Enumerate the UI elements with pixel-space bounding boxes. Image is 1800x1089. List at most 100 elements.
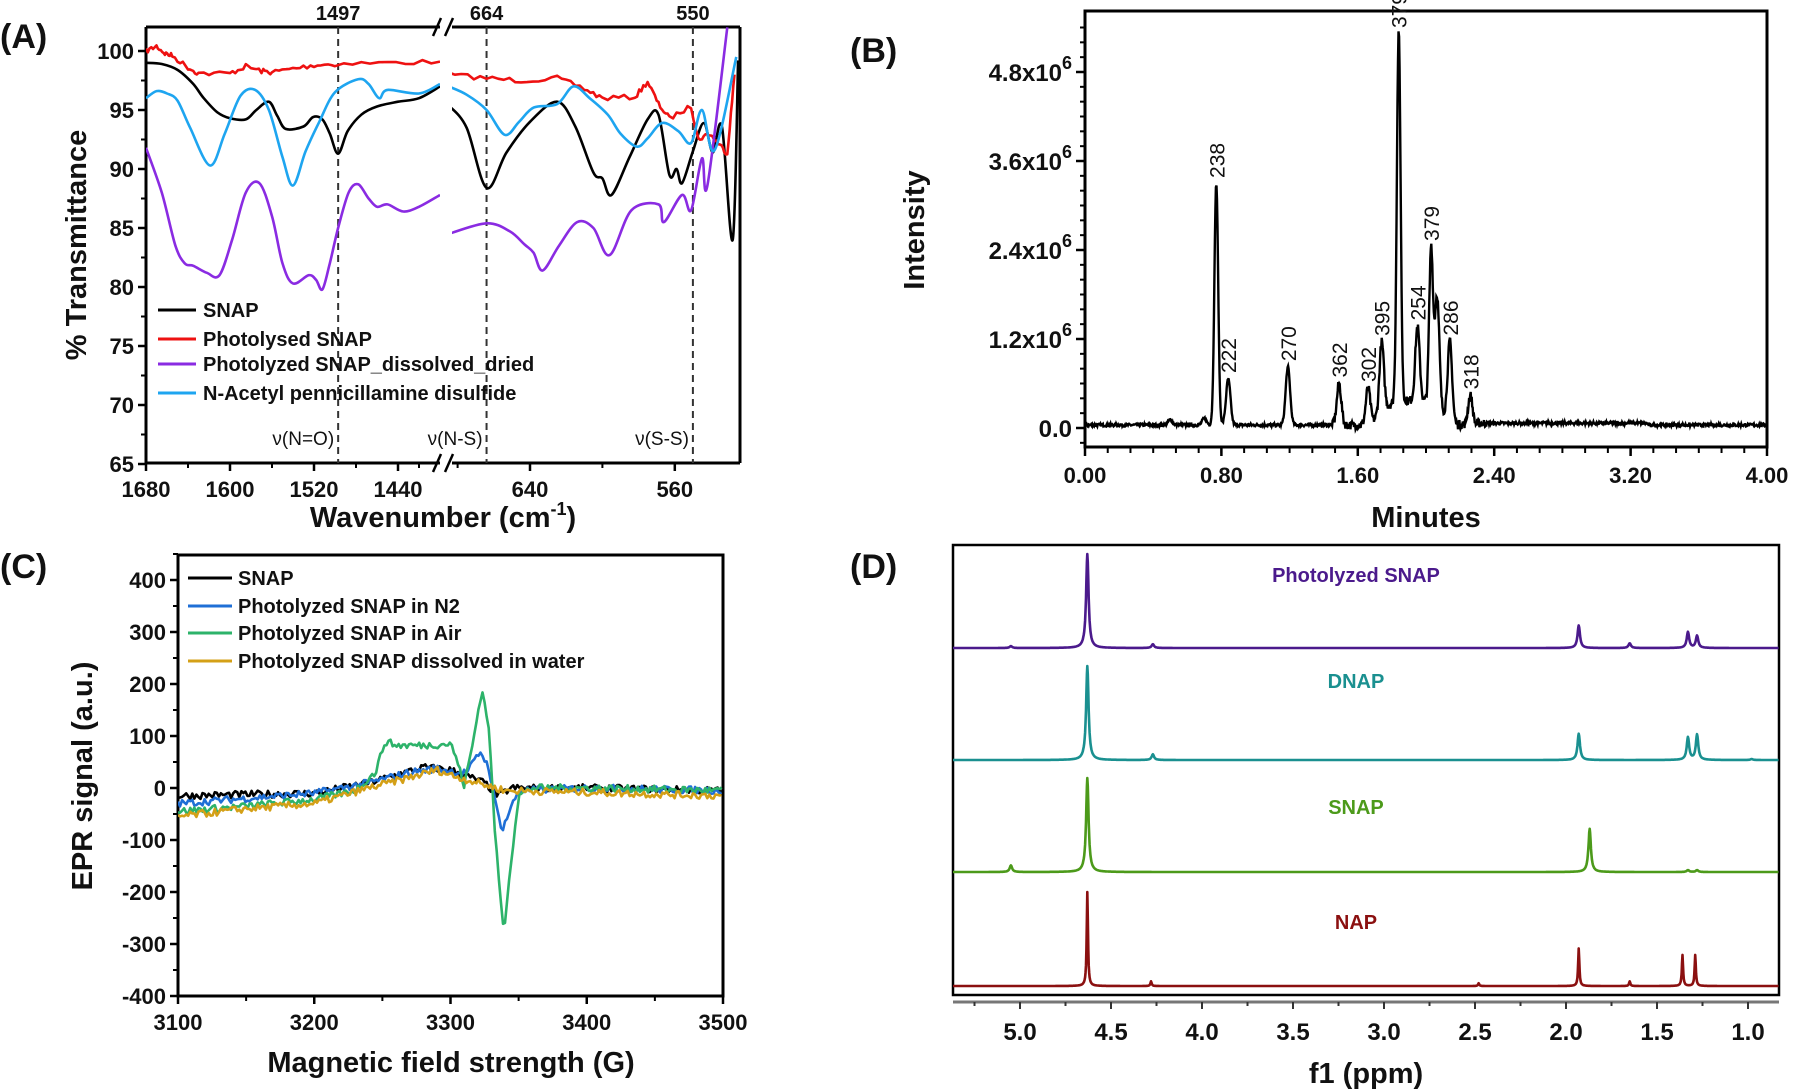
x-tick-label: 1440 bbox=[374, 477, 423, 502]
band-annotation: ν(N=O) bbox=[272, 429, 334, 450]
x-tick-label: 4.00 bbox=[1746, 463, 1789, 488]
x-axis-title-main: Wavenumber (cm bbox=[310, 502, 551, 534]
y-tick-label: 65 bbox=[110, 452, 134, 477]
x-tick-label: 2.0 bbox=[1549, 1019, 1582, 1046]
peak-label: 379 bbox=[1389, 0, 1412, 28]
x-axis-title: Wavenumber (cm-1) bbox=[310, 499, 576, 534]
peak-label: 286 bbox=[1440, 300, 1463, 335]
peak-label: 302 bbox=[1358, 347, 1381, 382]
plot-frame bbox=[951, 543, 1781, 997]
panel-label-c: (C) bbox=[0, 548, 47, 586]
panel-label-a: (A) bbox=[0, 18, 47, 56]
x-axis-title-end: ) bbox=[567, 502, 577, 534]
legend-label: Photolyzed SNAP dissolved in water bbox=[238, 651, 585, 673]
x-axis-title: Minutes bbox=[1371, 502, 1481, 534]
y-tick-label: 70 bbox=[110, 393, 134, 418]
series-line-photolyzed-snap-dissolved-dried bbox=[452, 27, 729, 272]
band-annotation: ν(S-S) bbox=[635, 429, 689, 450]
y-tick-label: 90 bbox=[110, 157, 134, 182]
y-tick-label: 1.2x106 bbox=[989, 320, 1072, 354]
series-line-n-acetyl-pennicillamine-disulfide bbox=[146, 77, 440, 187]
axis-break-mark bbox=[443, 453, 455, 473]
x-tick-label: 3100 bbox=[154, 1010, 203, 1035]
band-annotation: ν(N-S) bbox=[428, 429, 483, 450]
axis-break-mark bbox=[443, 17, 455, 37]
y-tick-label: 3.6x106 bbox=[989, 142, 1072, 176]
peak-label: 222 bbox=[1218, 338, 1241, 373]
x-tick-label: 4.0 bbox=[1185, 1019, 1218, 1046]
y-tick-label: 4.8x106 bbox=[989, 53, 1072, 87]
x-tick-label: 1.60 bbox=[1336, 463, 1379, 488]
x-tick-label: 2.40 bbox=[1473, 463, 1516, 488]
y-tick-base: 3.6x10 bbox=[989, 149, 1062, 176]
panel-label-b: (B) bbox=[850, 32, 897, 70]
peak-label: 395 bbox=[1372, 301, 1395, 336]
x-tick-label: 1600 bbox=[206, 477, 255, 502]
legend-label: N-Acetyl pennicillamine disulfide bbox=[203, 383, 516, 405]
x-tick-label: 560 bbox=[656, 477, 693, 502]
marker-label: 664 bbox=[470, 3, 504, 25]
series-line-photolyzed-snap-in-air bbox=[178, 691, 723, 926]
x-axis-title: Magnetic field strength (G) bbox=[267, 1047, 634, 1079]
x-tick-label: 3500 bbox=[699, 1010, 748, 1035]
axis-break-mark bbox=[431, 17, 443, 37]
y-tick-label: 100 bbox=[129, 724, 166, 749]
x-tick-label: 2.5 bbox=[1458, 1019, 1491, 1046]
panel-b-chromatogram-chart: 0.00 0.80 1.60 2.40 3.20 4.000.01.2x1062.4x10… bbox=[899, 0, 1788, 534]
marker-label: 550 bbox=[676, 3, 709, 25]
y-tick-base: 0.0 bbox=[1039, 416, 1072, 443]
spectrum-label: Photolyzed SNAP bbox=[1272, 565, 1440, 587]
series-line-photolyzed-snap-dissolved-dried bbox=[146, 147, 440, 292]
series-line-photolyzed-snap-in-n2 bbox=[178, 751, 723, 832]
y-axis-title: Intensity bbox=[899, 170, 931, 289]
y-tick-label: -200 bbox=[122, 880, 166, 905]
y-tick-label: 200 bbox=[129, 672, 166, 697]
y-tick-label: -400 bbox=[122, 984, 166, 1009]
y-tick-label: -100 bbox=[122, 828, 166, 853]
x-tick-label: 3.0 bbox=[1367, 1019, 1400, 1046]
x-axis-title-sup: -1 bbox=[550, 499, 566, 519]
legend-label: Photolyzed SNAP_dissolved_dried bbox=[203, 354, 534, 376]
y-tick-label: 95 bbox=[110, 98, 134, 123]
x-tick-label: 3200 bbox=[290, 1010, 339, 1035]
legend-label: Photolyzed SNAP in N2 bbox=[238, 596, 460, 618]
y-tick-label: 85 bbox=[110, 216, 134, 241]
panel-c-epr-chart: 3100 3200 3300 3400 3500 -400 -300 -200 -100 0 100… bbox=[67, 553, 748, 1079]
spectrum-dnap bbox=[953, 664, 1779, 762]
panel-label-d: (D) bbox=[850, 548, 897, 586]
legend-label: SNAP bbox=[238, 568, 294, 590]
peak-label: 254 bbox=[1407, 285, 1430, 320]
spectrum-label: SNAP bbox=[1328, 797, 1384, 819]
y-tick-label: -300 bbox=[122, 932, 166, 957]
spectrum-nap bbox=[953, 890, 1779, 988]
y-axis-title: EPR signal (a.u.) bbox=[67, 662, 99, 891]
x-tick-label: 0.00 bbox=[1064, 463, 1107, 488]
y-tick-exp: 6 bbox=[1062, 320, 1072, 340]
x-tick-label: 3300 bbox=[426, 1010, 475, 1035]
y-axis-title: % Transmittance bbox=[61, 130, 93, 360]
y-tick-exp: 6 bbox=[1062, 142, 1072, 162]
peak-label: 379 bbox=[1421, 206, 1444, 241]
chromatogram-trace bbox=[1085, 31, 1767, 434]
panel-a-ftir-chart: 65 70 75 80 85 90 95 100 1680 1600 1520 1440 640 560 1… bbox=[61, 3, 742, 534]
y-tick-label: 300 bbox=[129, 620, 166, 645]
peak-label: 362 bbox=[1329, 342, 1352, 377]
x-tick-label: 3400 bbox=[562, 1010, 611, 1035]
x-tick-label: 640 bbox=[512, 477, 549, 502]
series-line-photolysed-snap bbox=[146, 44, 440, 77]
y-tick-base: 1.2x10 bbox=[989, 327, 1062, 354]
y-tick-base: 4.8x10 bbox=[989, 60, 1062, 87]
y-tick-exp: 6 bbox=[1062, 231, 1072, 251]
peak-label: 318 bbox=[1460, 354, 1483, 389]
legend-label: Photolysed SNAP bbox=[203, 329, 372, 351]
x-tick-label: 5.0 bbox=[1003, 1019, 1036, 1046]
series-line-snap bbox=[146, 61, 440, 155]
y-tick-label: 0.0 bbox=[1039, 416, 1072, 443]
x-tick-label: 1520 bbox=[290, 477, 339, 502]
series-line-snap bbox=[452, 60, 740, 242]
axis-break-mark bbox=[431, 453, 443, 473]
x-tick-label: 3.5 bbox=[1276, 1019, 1309, 1046]
y-tick-label: 100 bbox=[97, 39, 134, 64]
spectrum-label: DNAP bbox=[1328, 671, 1385, 693]
